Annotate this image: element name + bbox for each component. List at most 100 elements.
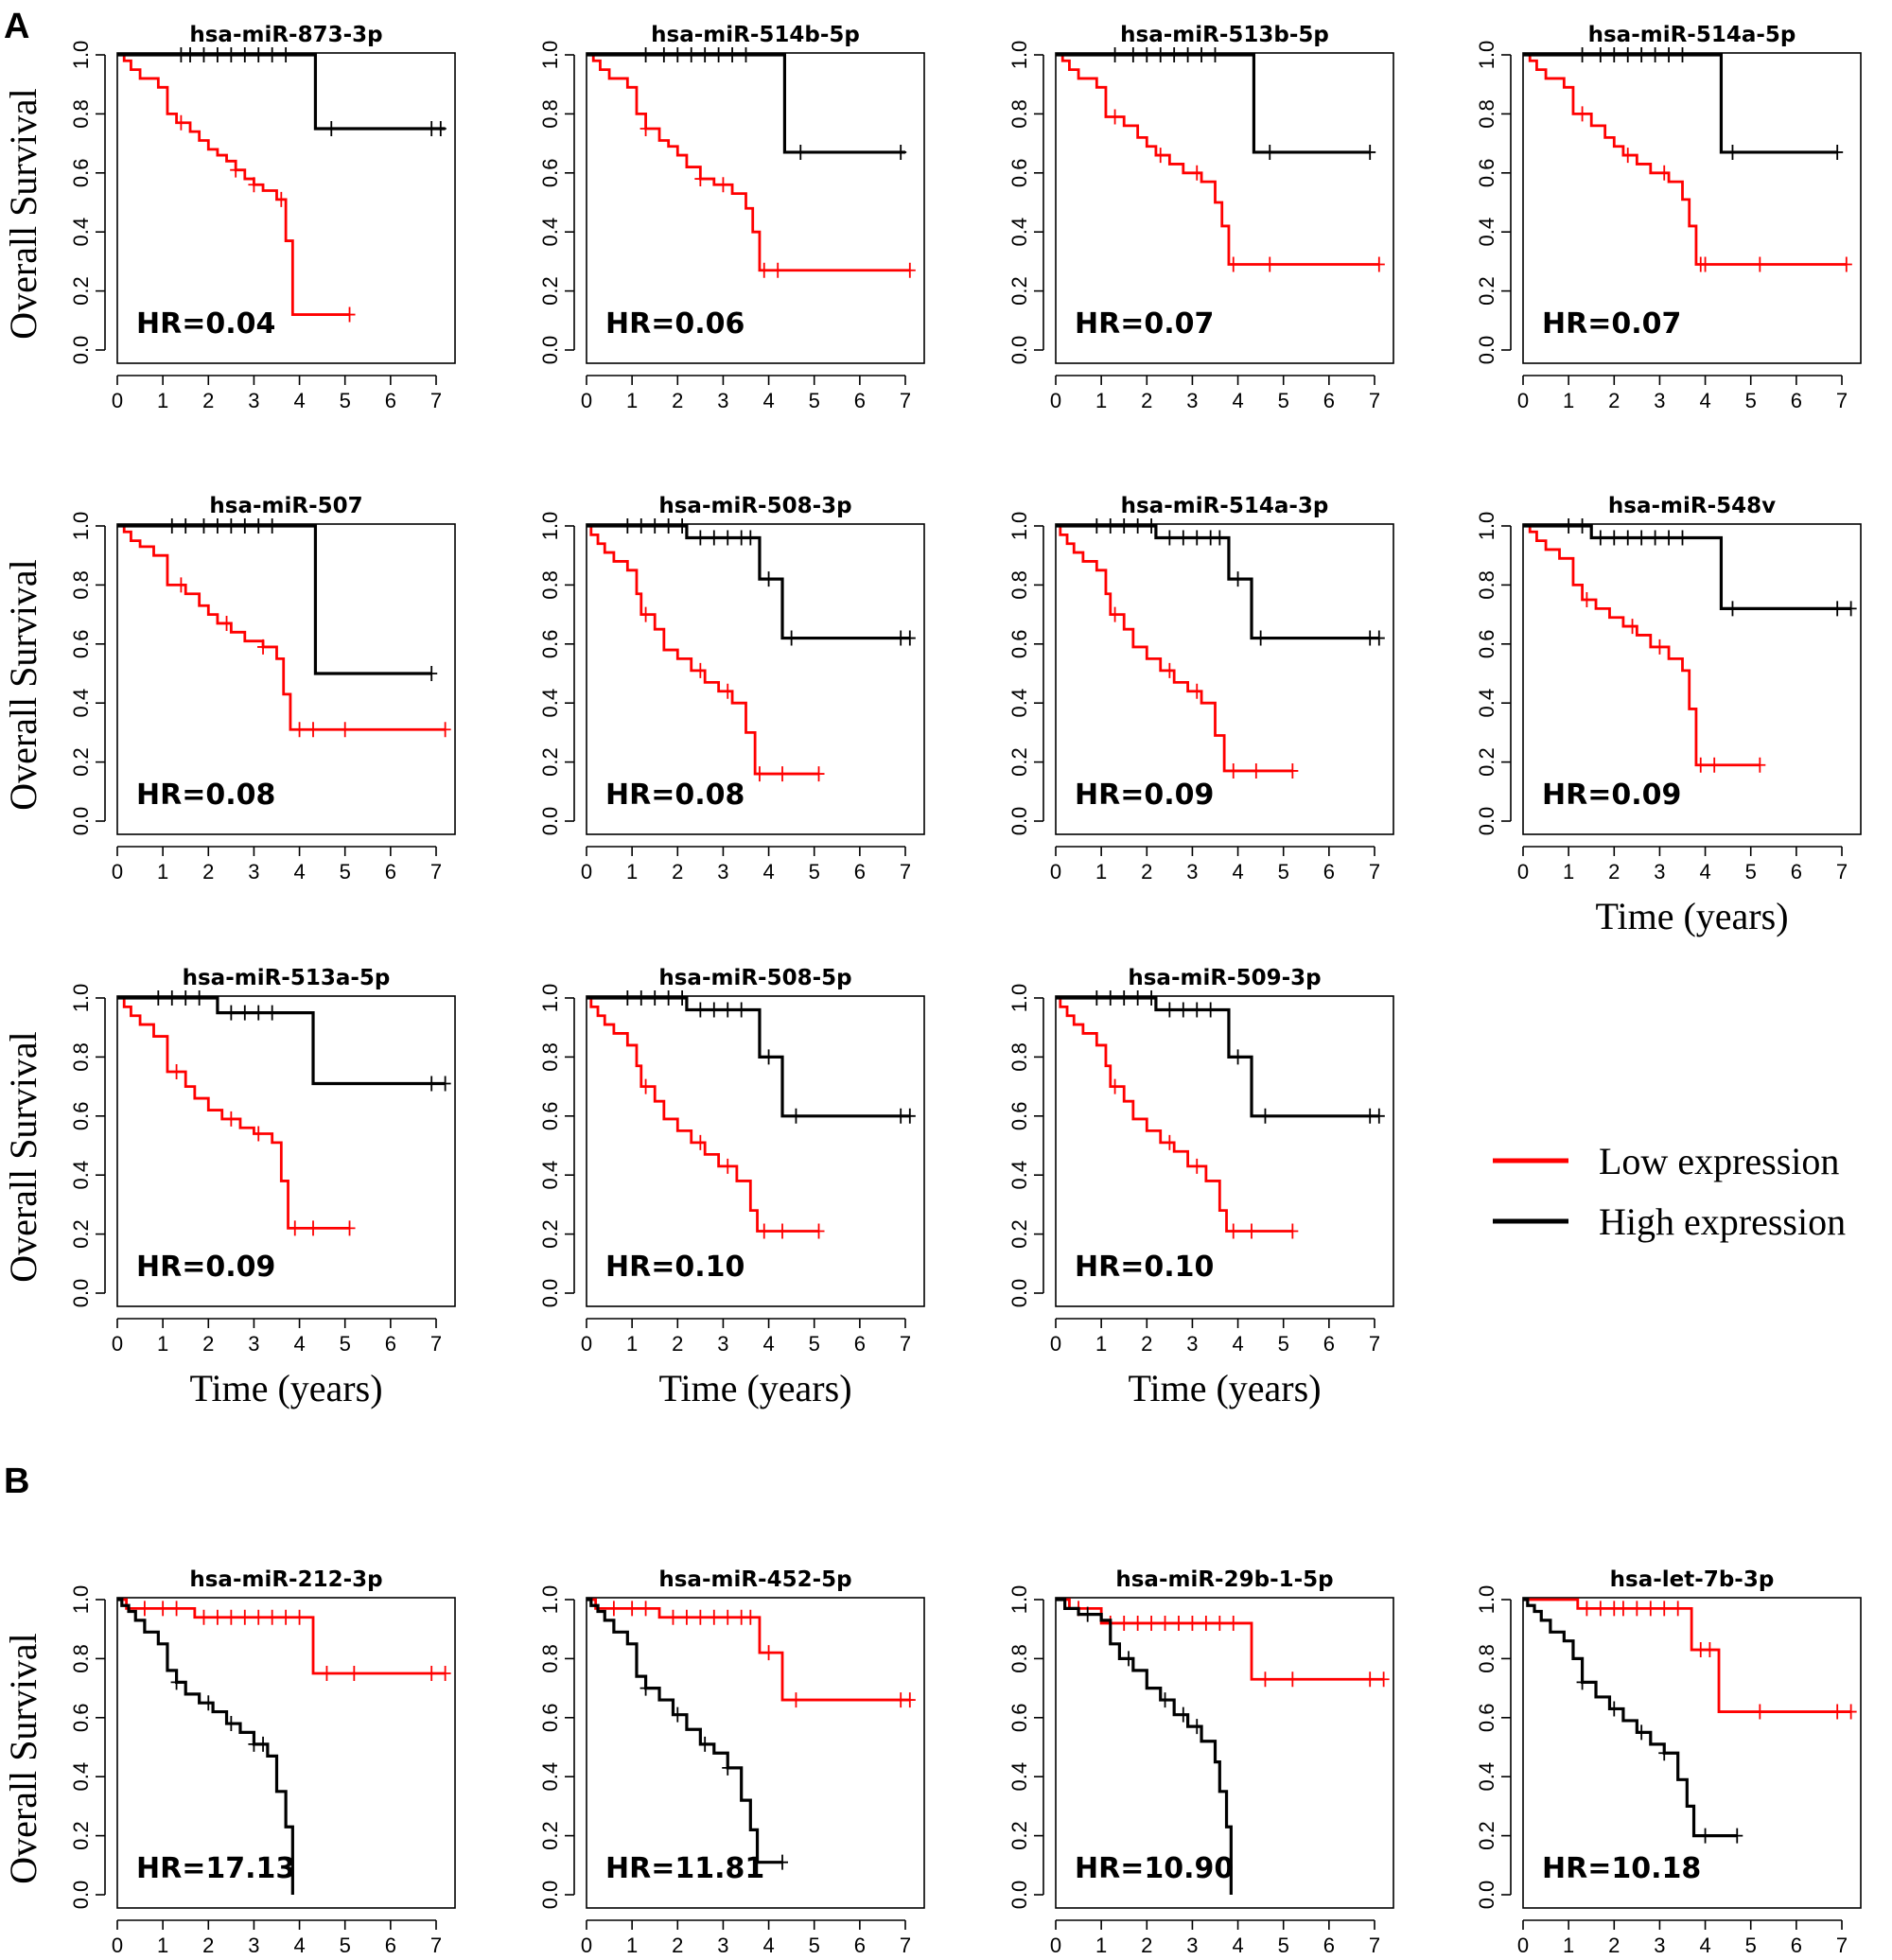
y-tick-label: 0.0 — [1007, 807, 1031, 836]
censor-mark — [694, 1002, 707, 1018]
censor-mark — [1636, 1724, 1648, 1741]
hazard-ratio-label: HR=0.08 — [136, 779, 275, 812]
censor-mark — [635, 518, 647, 534]
censor-mark — [152, 990, 165, 1006]
x-tick-label: 3 — [1186, 1934, 1198, 1957]
censor-mark — [639, 121, 652, 136]
censor-mark — [1209, 47, 1221, 62]
censor-mark — [293, 1609, 306, 1625]
censor-mark — [1581, 592, 1593, 607]
censor-mark — [426, 666, 438, 681]
x-tick-label: 0 — [1050, 1934, 1061, 1957]
censor-mark — [813, 1223, 825, 1239]
y-tick-label: 0.2 — [69, 1821, 93, 1850]
km-plot: hsa-miR-508-3p 0 1 2 3 4 5 6 7 0.0 0.2 0.4 0.6 0.8 1.0… — [538, 494, 925, 884]
y-tick-label: 0.2 — [1007, 747, 1031, 777]
censor-mark — [1608, 1701, 1620, 1717]
censor-mark — [662, 518, 674, 534]
censor-mark — [1373, 630, 1385, 646]
censor-mark — [607, 1601, 620, 1617]
censor-mark — [348, 1666, 360, 1681]
censor-mark — [1109, 606, 1121, 622]
x-tick-label: 3 — [248, 389, 259, 412]
y-tick-label: 0.0 — [538, 1881, 562, 1910]
plot-title: hsa-miR-509-3p — [1128, 966, 1321, 990]
censor-mark — [722, 530, 734, 546]
censor-mark — [1594, 530, 1606, 546]
censor-mark — [1694, 757, 1707, 773]
censor-mark — [699, 47, 711, 62]
y-tick-label: 1.0 — [1475, 1585, 1498, 1615]
y-tick-label: 0.2 — [538, 1219, 562, 1249]
x-tick-label: 1 — [157, 1332, 168, 1356]
censor-mark — [639, 1078, 652, 1094]
censor-mark — [1581, 1601, 1593, 1617]
y-tick-label: 0.6 — [1007, 630, 1031, 659]
y-tick-label: 0.0 — [69, 807, 93, 836]
censor-mark — [1146, 1615, 1158, 1631]
censor-mark — [225, 47, 237, 62]
censor-mark — [225, 1111, 237, 1127]
y-tick-label: 0.8 — [1007, 99, 1031, 129]
low-expression-curve — [117, 524, 446, 731]
censor-mark — [1154, 47, 1166, 62]
x-tick-label: 5 — [809, 1332, 820, 1356]
censor-mark — [1576, 518, 1588, 534]
censor-mark — [1658, 1745, 1671, 1761]
censor-mark — [1091, 518, 1103, 534]
censor-mark — [1154, 148, 1166, 164]
censor-mark — [293, 722, 306, 738]
x-tick-label: 6 — [1323, 1332, 1335, 1356]
censor-mark — [275, 191, 288, 207]
censor-mark — [180, 990, 192, 1006]
censor-mark — [1146, 518, 1158, 534]
censor-mark — [1227, 256, 1239, 272]
y-tick-label: 0.0 — [1007, 1881, 1031, 1910]
censor-mark — [1644, 1601, 1656, 1617]
censor-mark — [1617, 1601, 1629, 1617]
low-expression-curve — [1523, 524, 1761, 767]
censor-mark — [230, 162, 242, 178]
y-tick-label: 0.8 — [538, 1042, 562, 1072]
censor-mark — [175, 577, 187, 593]
censor-mark — [238, 1609, 251, 1625]
x-tick-label: 3 — [1186, 389, 1198, 412]
censor-mark — [903, 262, 916, 278]
km-plot: hsa-miR-873-3p 0 1 2 3 4 5 6 7 0.0 0.2 0.4 0.6 0.8 1.0… — [2, 23, 456, 412]
y-tick-label: 1.0 — [69, 1585, 93, 1615]
censor-mark — [184, 47, 197, 62]
censor-mark — [1608, 47, 1620, 62]
plot-frame — [586, 52, 925, 364]
censor-mark — [180, 518, 192, 534]
censor-mark — [1626, 619, 1638, 635]
x-tick-label: 5 — [340, 389, 351, 412]
plot-frame — [116, 523, 456, 835]
censor-mark — [1227, 1615, 1239, 1631]
censor-mark — [1576, 106, 1588, 122]
x-tick-label: 3 — [1654, 1934, 1665, 1957]
legend-low-label: Low expression — [1599, 1140, 1839, 1182]
legend: Low expression High expression — [1493, 1140, 1846, 1243]
high-expression-curve — [587, 1598, 783, 1864]
censor-mark — [1373, 1108, 1385, 1124]
hazard-ratio-label: HR=0.08 — [605, 779, 745, 812]
x-tick-label: 5 — [1278, 860, 1289, 884]
y-tick-label: 0.0 — [69, 1279, 93, 1308]
x-tick-label: 7 — [900, 860, 911, 884]
y-tick-label: 0.4 — [1007, 218, 1031, 247]
x-tick-label: 7 — [1369, 1332, 1380, 1356]
censor-mark — [1631, 1601, 1643, 1617]
censor-mark — [1845, 1704, 1857, 1720]
censor-mark — [289, 1220, 301, 1236]
hazard-ratio-label: HR=10.90 — [1075, 1852, 1234, 1885]
censor-mark — [198, 1609, 210, 1625]
plot-title: hsa-miR-508-3p — [658, 494, 851, 518]
censor-mark — [1131, 990, 1144, 1006]
censor-mark — [225, 1609, 237, 1625]
x-tick-label: 1 — [157, 1934, 168, 1957]
censor-mark — [1364, 144, 1376, 160]
x-tick-label: 5 — [340, 1934, 351, 1957]
plot-frame — [1522, 52, 1862, 364]
censor-mark — [1109, 109, 1121, 125]
censor-mark — [694, 1609, 707, 1625]
